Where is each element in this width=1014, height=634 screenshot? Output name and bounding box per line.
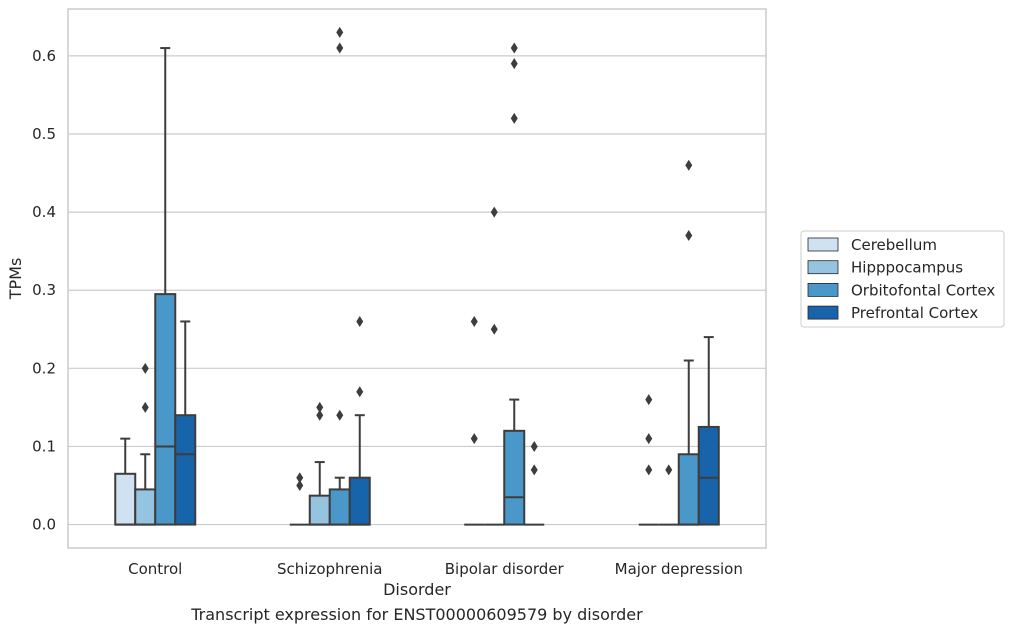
box-plot-chart: 0.0 0.1 0.2 0.3 0.4 0.5 0.6 Control Schizophren… — [6, 8, 1005, 599]
y-tick-label: 0.3 — [32, 281, 56, 299]
outlier-point — [490, 206, 498, 218]
box-orbitofontal-cortex — [328, 26, 351, 526]
box-body — [328, 488, 351, 526]
y-tick-label: 0.2 — [32, 359, 56, 377]
box-body — [697, 425, 720, 526]
x-tick-label: Control — [128, 560, 182, 578]
outlier-point — [510, 112, 518, 124]
x-axis-label: Disorder — [383, 580, 451, 599]
box-groups — [114, 26, 720, 526]
box-body — [174, 414, 197, 526]
outlier-point — [665, 464, 673, 476]
outlier-point — [530, 440, 538, 452]
box-orbitofontal-cortex — [503, 42, 526, 526]
y-tick-label: 0.1 — [32, 437, 56, 455]
legend-label: Hipppocampus — [851, 259, 963, 277]
y-axis-ticks: 0.0 0.1 0.2 0.3 0.4 0.5 0.6 — [32, 47, 56, 534]
outlier-point — [470, 315, 478, 327]
legend-label: Cerebellum — [851, 236, 937, 254]
box-body — [677, 453, 700, 526]
box-hipppocampus — [658, 464, 679, 526]
box-prefrontal-cortex — [174, 320, 197, 526]
legend-swatch — [807, 282, 839, 297]
outlier-point — [645, 464, 653, 476]
box-hipppocampus — [308, 401, 331, 526]
box-cerebellum — [464, 315, 485, 526]
outlier-point — [685, 159, 693, 171]
outlier-point — [336, 26, 344, 38]
y-tick-label: 0.4 — [32, 203, 56, 221]
legend-frame — [800, 230, 1005, 328]
outlier-point — [470, 433, 478, 445]
legend-label: Prefrontal Cortex — [851, 304, 978, 322]
x-tick-label: Schizophrenia — [277, 560, 382, 578]
x-axis-ticks: Control Schizophrenia Bipolar disorder Majo… — [128, 560, 743, 578]
legend-swatch — [807, 305, 839, 320]
outlier-point — [336, 409, 344, 421]
outlier-point — [490, 323, 498, 335]
outlier-point — [296, 472, 304, 484]
outlier-point — [356, 315, 364, 327]
outlier-point — [685, 230, 693, 242]
box-prefrontal-cortex — [348, 315, 371, 526]
box-prefrontal-cortex — [697, 336, 720, 526]
outlier-point — [356, 386, 364, 398]
figure-caption: Transcript expression for ENST0000060957… — [191, 605, 643, 624]
box-body — [503, 429, 526, 526]
legend: Cerebellum Hipppocampus Orbitofontal Corte… — [800, 230, 1005, 328]
legend-swatch — [807, 237, 839, 252]
box-cerebellum — [638, 394, 659, 526]
box-body — [348, 476, 371, 526]
legend-swatch — [807, 260, 839, 275]
outlier-point — [336, 42, 344, 54]
box-body — [114, 472, 137, 526]
outlier-point — [645, 394, 653, 406]
outlier-point — [530, 464, 538, 476]
outlier-point — [510, 42, 518, 54]
box-body — [154, 293, 177, 526]
box-orbitofontal-cortex — [677, 159, 700, 526]
legend-label: Orbitofontal Cortex — [851, 281, 995, 299]
box-body — [308, 494, 331, 526]
plot-frame — [67, 8, 767, 549]
x-tick-label: Major depression — [615, 560, 743, 578]
box-hipppocampus — [484, 206, 505, 526]
y-tick-label: 0.6 — [32, 47, 56, 65]
box-cerebellum — [114, 437, 137, 526]
outlier-point — [510, 58, 518, 70]
outlier-point — [645, 433, 653, 445]
y-axis-label: TPMs — [6, 258, 25, 301]
outlier-point — [316, 401, 324, 413]
outlier-point — [141, 362, 149, 374]
outlier-point — [296, 480, 304, 492]
box-cerebellum — [289, 472, 310, 526]
outlier-point — [316, 409, 324, 421]
box-orbitofontal-cortex — [154, 47, 177, 526]
outlier-point — [141, 401, 149, 413]
y-tick-label: 0.0 — [32, 516, 56, 534]
y-tick-label: 0.5 — [32, 125, 56, 143]
box-prefrontal-cortex — [524, 440, 545, 526]
box-body — [134, 488, 157, 526]
x-tick-label: Bipolar disorder — [445, 560, 565, 578]
